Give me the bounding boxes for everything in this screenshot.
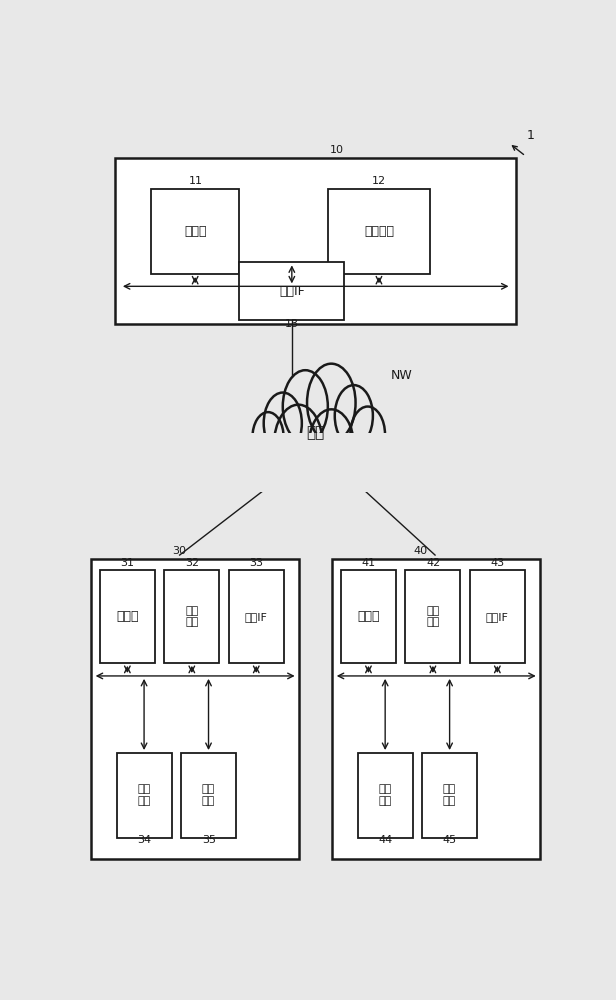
Text: 33: 33: [249, 558, 264, 568]
Bar: [151, 189, 239, 274]
Text: 10: 10: [330, 145, 344, 155]
Text: 11: 11: [188, 176, 203, 186]
Text: 处理器: 处理器: [357, 610, 379, 623]
Text: 输入
装置: 输入 装置: [379, 784, 392, 806]
Text: NW: NW: [391, 369, 413, 382]
Circle shape: [309, 409, 354, 482]
Text: 12: 12: [371, 176, 386, 186]
Bar: [239, 262, 344, 320]
Text: 42: 42: [426, 558, 440, 568]
Circle shape: [334, 385, 373, 447]
Text: 输入
装置: 输入 装置: [137, 784, 151, 806]
Bar: [100, 570, 155, 663]
Bar: [333, 559, 540, 859]
Text: 13: 13: [285, 319, 299, 329]
Text: 44: 44: [378, 835, 392, 845]
Text: 网络: 网络: [307, 425, 325, 440]
Text: 30: 30: [172, 546, 187, 556]
Text: 45: 45: [443, 835, 457, 845]
Text: 存储
装置: 存储 装置: [426, 606, 440, 627]
Text: 通信IF: 通信IF: [279, 285, 305, 298]
Text: 通信IF: 通信IF: [486, 612, 509, 622]
Text: 通信IF: 通信IF: [245, 612, 268, 622]
Bar: [91, 559, 299, 859]
Bar: [229, 570, 284, 663]
Bar: [181, 753, 236, 838]
Text: 32: 32: [185, 558, 199, 568]
Text: 43: 43: [490, 558, 505, 568]
Bar: [358, 753, 413, 838]
Text: 41: 41: [362, 558, 376, 568]
Bar: [328, 189, 430, 274]
Text: 显示
装置: 显示 装置: [202, 784, 215, 806]
Text: 34: 34: [137, 835, 152, 845]
Circle shape: [307, 364, 355, 442]
Text: 1: 1: [527, 129, 535, 142]
Circle shape: [253, 412, 283, 462]
Circle shape: [351, 407, 385, 462]
Bar: [116, 753, 171, 838]
Text: 31: 31: [121, 558, 135, 568]
Text: 存储装置: 存储装置: [364, 225, 394, 238]
Circle shape: [283, 370, 328, 443]
Circle shape: [274, 405, 323, 483]
Bar: [470, 570, 525, 663]
Bar: [213, 433, 418, 492]
Circle shape: [264, 393, 302, 454]
Bar: [341, 570, 396, 663]
Text: 35: 35: [202, 835, 216, 845]
Text: 显示
装置: 显示 装置: [443, 784, 456, 806]
Text: 存储
装置: 存储 装置: [185, 606, 198, 627]
Text: 40: 40: [414, 546, 428, 556]
Bar: [422, 753, 477, 838]
Bar: [115, 158, 516, 324]
Bar: [405, 570, 460, 663]
Bar: [164, 570, 219, 663]
Text: 处理器: 处理器: [184, 225, 206, 238]
Text: 处理器: 处理器: [116, 610, 139, 623]
